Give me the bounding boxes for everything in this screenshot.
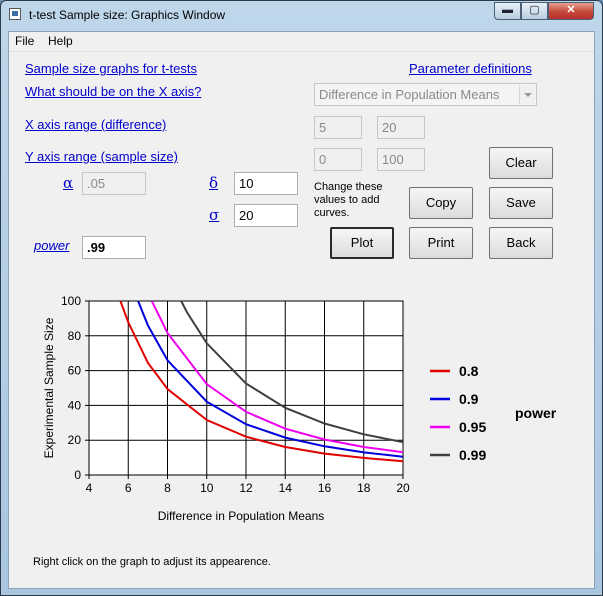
y-tick-label: 60 xyxy=(68,364,82,378)
y-max-field[interactable]: 100 xyxy=(377,148,425,171)
sigma-link[interactable]: σ xyxy=(209,206,220,224)
clear-button[interactable]: Clear xyxy=(489,147,553,179)
power-link[interactable]: power xyxy=(34,238,70,253)
save-button[interactable]: Save xyxy=(489,187,553,219)
x-tick-label: 4 xyxy=(86,481,93,495)
x-tick-label: 6 xyxy=(125,481,132,495)
y-tick-label: 100 xyxy=(61,294,81,308)
x-tick-label: 16 xyxy=(318,481,332,495)
series-line-0_95 xyxy=(150,301,403,454)
copy-button[interactable]: Copy xyxy=(409,187,473,219)
legend-label: 0.99 xyxy=(459,447,486,463)
x-tick-label: 14 xyxy=(279,481,293,495)
window-title: t-test Sample size: Graphics Window xyxy=(29,8,226,22)
plot-button[interactable]: Plot xyxy=(330,227,394,259)
parameter-definitions-link[interactable]: Parameter definitions xyxy=(409,61,532,76)
x-axis-label: Difference in Population Means xyxy=(158,509,325,523)
y-axis-range-link[interactable]: Y axis range (sample size) xyxy=(25,149,178,164)
maximize-button[interactable]: ▢ xyxy=(521,2,548,20)
title-bar[interactable]: t-test Sample size: Graphics Window ▬ ▢ … xyxy=(1,1,602,29)
x-axis-select[interactable]: Difference in Population Means xyxy=(314,83,537,106)
x-tick-label: 8 xyxy=(164,481,171,495)
x-max-field[interactable]: 20 xyxy=(377,116,425,139)
menu-help[interactable]: Help xyxy=(48,34,73,48)
x-axis-question-link[interactable]: What should be on the X axis? xyxy=(25,84,202,99)
client-area: File Help Sample size graphs for t-tests… xyxy=(8,31,595,589)
x-tick-label: 10 xyxy=(200,481,214,495)
menu-bar: File Help xyxy=(9,32,594,52)
y-axis-label: Experimental Sample Size xyxy=(42,317,56,458)
change-values-note: Change these values to add curves. xyxy=(314,181,383,219)
x-tick-label: 18 xyxy=(357,481,371,495)
legend-label: 0.8 xyxy=(459,363,479,379)
close-button[interactable]: ✕ xyxy=(548,2,594,20)
print-button[interactable]: Print xyxy=(409,227,473,259)
back-button[interactable]: Back xyxy=(489,227,553,259)
delta-field[interactable]: 10 xyxy=(234,172,298,195)
y-tick-label: 20 xyxy=(68,433,82,447)
legend-label: 0.95 xyxy=(459,419,486,435)
legend-label: 0.9 xyxy=(459,391,479,407)
minimize-button[interactable]: ▬ xyxy=(494,2,521,20)
alpha-link[interactable]: α xyxy=(63,174,74,192)
y-min-field[interactable]: 0 xyxy=(314,148,362,171)
series-line-0_99 xyxy=(180,301,403,444)
menu-file[interactable]: File xyxy=(15,34,35,48)
alpha-field[interactable]: .05 xyxy=(82,172,146,195)
legend-title: power xyxy=(515,405,557,421)
power-field[interactable]: .99 xyxy=(82,236,146,259)
x-axis-select-value: Difference in Population Means xyxy=(319,87,500,102)
x-axis-range-link[interactable]: X axis range (difference) xyxy=(25,117,167,132)
series-line-0_8 xyxy=(119,301,403,463)
sample-size-graphs-link[interactable]: Sample size graphs for t-tests xyxy=(25,61,197,76)
app-icon[interactable] xyxy=(9,8,21,20)
y-tick-label: 40 xyxy=(68,398,82,412)
sigma-field[interactable]: 20 xyxy=(234,204,298,227)
x-tick-label: 20 xyxy=(396,481,410,495)
series-line-0_9 xyxy=(137,301,403,458)
y-tick-label: 0 xyxy=(74,468,81,482)
y-tick-label: 80 xyxy=(68,329,82,343)
footer-note: Right click on the graph to adjust its a… xyxy=(33,556,271,568)
x-min-field[interactable]: 5 xyxy=(314,116,362,139)
chevron-down-icon[interactable] xyxy=(519,85,535,104)
x-tick-label: 12 xyxy=(239,481,253,495)
delta-link[interactable]: δ xyxy=(209,174,219,192)
